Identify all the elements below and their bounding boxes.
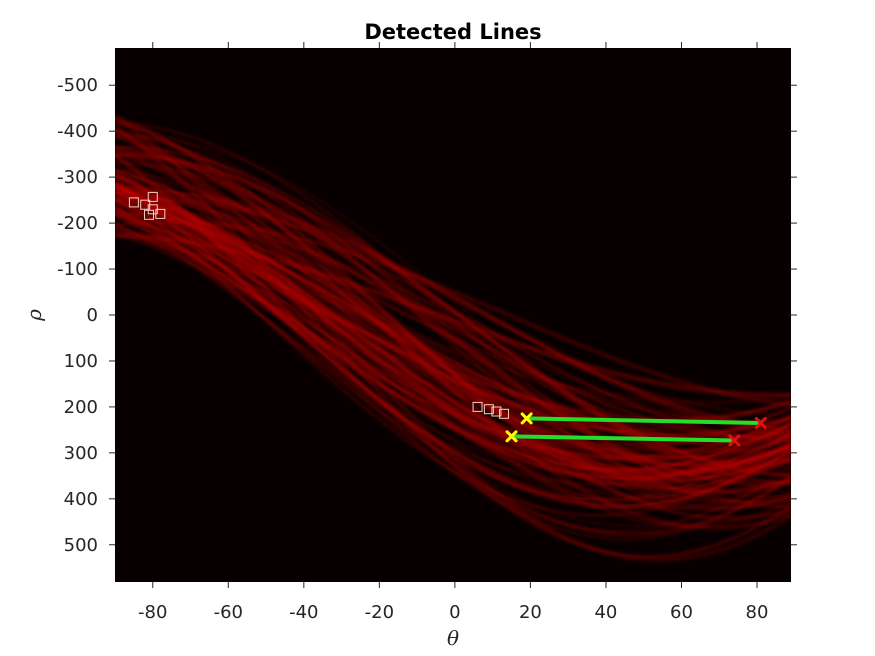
y-tick-label: 400 [64, 489, 98, 510]
hough-curve [115, 135, 791, 494]
y-tick-label: 0 [87, 305, 98, 326]
line-end-marker [728, 434, 741, 447]
hough-curve [115, 206, 791, 472]
line-end-marker-stroke [728, 434, 741, 447]
hough-peak-marker [491, 406, 502, 417]
hough-curve [115, 169, 791, 473]
x-tick-label: 80 [746, 602, 769, 623]
hough-curve [115, 167, 791, 465]
line-start-marker-stroke [520, 412, 533, 425]
hough-peak-marker [472, 401, 483, 412]
detected-lines [505, 412, 767, 447]
hough-curve [115, 191, 791, 459]
y-tick-label: 500 [64, 535, 98, 556]
y-tick-label: 100 [64, 351, 98, 372]
x-tick-label: 20 [519, 602, 542, 623]
x-tick-label: -80 [138, 602, 167, 623]
hough-peaks [128, 191, 509, 419]
x-tick-label: -60 [214, 602, 243, 623]
y-tick-label: 300 [64, 443, 98, 464]
line-end-marker-stroke [754, 416, 767, 429]
detected-line [526, 416, 761, 425]
x-tick-labels: -80 -60 -40 -20 0 20 40 60 80 [138, 602, 768, 623]
detected-line [511, 434, 735, 443]
hough-peak-marker [155, 208, 166, 219]
line-start-marker [520, 412, 533, 425]
hough-peak-marker [147, 191, 158, 202]
hough-curve [115, 198, 791, 501]
y-tick-label: -400 [57, 121, 98, 142]
x-tick-label: -20 [365, 602, 394, 623]
y-tick-labels: -500 -400 -300 -200 -100 0 100 200 300 400 500 [57, 75, 98, 556]
line-start-marker-stroke [505, 430, 518, 443]
hough-curve [115, 128, 791, 504]
hough-peak-marker [143, 209, 154, 220]
y-axis-label: ρ [22, 309, 46, 322]
hough-curve [115, 197, 791, 481]
chart-title: Detected Lines [364, 20, 541, 44]
hough-curve [115, 174, 791, 482]
y-tick-label: -500 [57, 75, 98, 96]
x-tick-label: 60 [670, 602, 693, 623]
line-start-marker [505, 430, 518, 443]
hough-peak-marker [498, 408, 509, 419]
hough-peak-marker [128, 197, 139, 208]
x-tick-label: 0 [449, 602, 460, 623]
hough-curve [115, 202, 791, 437]
y-tick-label: 200 [64, 397, 98, 418]
x-axis-label: θ [447, 626, 459, 650]
hough-curve [115, 195, 791, 434]
x-tick-label: -40 [289, 602, 318, 623]
axis-ticks [109, 42, 797, 588]
y-tick-label: -300 [57, 167, 98, 188]
hough-curve [115, 180, 791, 501]
hough-curve [115, 154, 791, 541]
hough-peak-marker [483, 404, 494, 415]
y-tick-label: -100 [57, 259, 98, 280]
hough-curve [115, 192, 791, 446]
y-tick-label: -200 [57, 213, 98, 234]
line-end-marker [754, 416, 767, 429]
plot-background [115, 48, 791, 582]
hough-sinusoids [115, 114, 791, 563]
x-tick-label: 40 [594, 602, 617, 623]
